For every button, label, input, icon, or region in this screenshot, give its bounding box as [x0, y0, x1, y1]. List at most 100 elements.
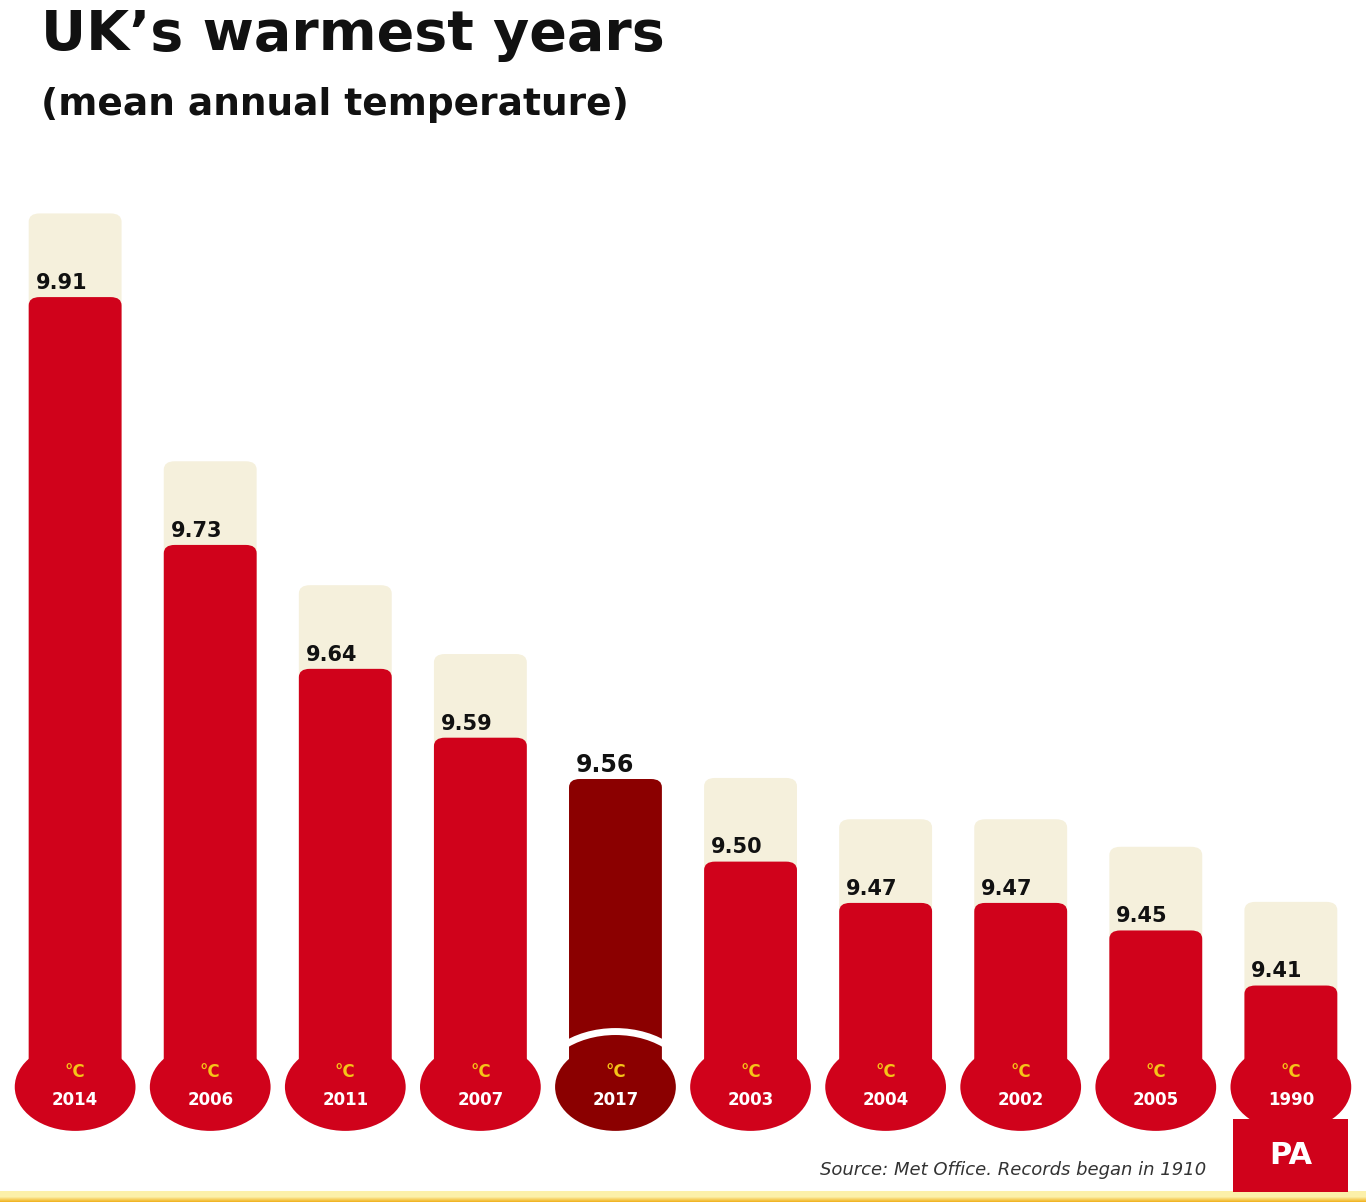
Bar [0, 1195, 1366, 1201]
Bar [0, 1192, 1366, 1198]
Bar [0, 1190, 1366, 1197]
Text: 9.56: 9.56 [576, 752, 634, 776]
Bar [0, 1191, 1366, 1197]
Bar [0, 1192, 1366, 1198]
Bar [0, 1192, 1366, 1198]
Bar [0, 1191, 1366, 1198]
FancyBboxPatch shape [570, 695, 663, 1106]
Bar [0, 1194, 1366, 1200]
Bar [0, 1192, 1366, 1198]
Bar [0, 1196, 1366, 1202]
Bar [0, 1195, 1366, 1201]
Text: 9.41: 9.41 [1251, 962, 1303, 981]
Bar [0, 1191, 1366, 1197]
Bar [0, 1194, 1366, 1200]
Bar [0, 1194, 1366, 1201]
Bar [0, 1194, 1366, 1200]
Text: 1990: 1990 [1268, 1091, 1314, 1109]
Bar [0, 1191, 1366, 1197]
Bar [0, 1192, 1366, 1198]
Bar [0, 1195, 1366, 1201]
Bar [0, 1191, 1366, 1197]
Bar [0, 1191, 1366, 1198]
Bar [0, 1194, 1366, 1200]
Bar [0, 1191, 1366, 1197]
Bar [0, 1191, 1366, 1197]
Bar [0, 1191, 1366, 1197]
Bar [0, 1195, 1366, 1201]
FancyBboxPatch shape [299, 585, 392, 1106]
Text: Source: Met Office. Records began in 1910: Source: Met Office. Records began in 191… [820, 1161, 1206, 1179]
Bar [0, 1194, 1366, 1201]
Bar [0, 1195, 1366, 1201]
Bar [0, 1192, 1366, 1200]
Bar [0, 1194, 1366, 1200]
Bar [0, 1194, 1366, 1200]
Text: 9.73: 9.73 [171, 520, 223, 541]
Text: °C: °C [199, 1063, 220, 1081]
Bar [0, 1191, 1366, 1197]
Bar [0, 1194, 1366, 1200]
Bar [0, 1191, 1366, 1197]
FancyBboxPatch shape [434, 738, 527, 1106]
Bar [0, 1195, 1366, 1202]
Ellipse shape [150, 1043, 270, 1131]
Bar [0, 1190, 1366, 1197]
Bar [0, 1195, 1366, 1201]
Bar [0, 1192, 1366, 1198]
Bar [0, 1195, 1366, 1201]
Text: 9.50: 9.50 [710, 838, 762, 857]
Bar [0, 1192, 1366, 1200]
Bar [0, 1195, 1366, 1201]
FancyBboxPatch shape [839, 820, 932, 1106]
Bar [0, 1191, 1366, 1197]
Text: 2006: 2006 [187, 1091, 234, 1109]
Bar [0, 1194, 1366, 1200]
FancyBboxPatch shape [974, 820, 1067, 1106]
Bar [0, 1196, 1366, 1202]
Bar [0, 1191, 1366, 1198]
Bar [0, 1191, 1366, 1197]
FancyBboxPatch shape [164, 545, 257, 1106]
Bar [0, 1195, 1366, 1202]
Bar [0, 1191, 1366, 1197]
Bar [0, 1194, 1366, 1200]
Bar [0, 1195, 1366, 1202]
Text: 2017: 2017 [593, 1091, 638, 1109]
Bar [0, 1191, 1366, 1197]
Bar [0, 1195, 1366, 1201]
Bar [0, 1192, 1366, 1200]
FancyBboxPatch shape [1244, 986, 1337, 1106]
Bar [0, 1194, 1366, 1201]
Bar [0, 1192, 1366, 1198]
Bar [0, 1196, 1366, 1202]
FancyBboxPatch shape [1244, 902, 1337, 1106]
Bar [0, 1191, 1366, 1197]
Bar [0, 1191, 1366, 1198]
Bar [0, 1191, 1366, 1197]
Text: °C: °C [740, 1063, 761, 1081]
Bar [0, 1194, 1366, 1200]
Bar [0, 1196, 1366, 1202]
FancyBboxPatch shape [299, 668, 392, 1106]
Text: 9.45: 9.45 [1116, 906, 1168, 927]
FancyBboxPatch shape [703, 778, 796, 1106]
Text: °C: °C [64, 1063, 86, 1081]
Bar [0, 1196, 1366, 1202]
Bar [0, 1192, 1366, 1198]
Text: 2002: 2002 [997, 1091, 1044, 1109]
Bar [0, 1191, 1366, 1198]
Bar [0, 1192, 1366, 1198]
Bar [0, 1191, 1366, 1197]
Bar [0, 1195, 1366, 1201]
FancyBboxPatch shape [1109, 846, 1202, 1106]
Bar [0, 1196, 1366, 1202]
FancyBboxPatch shape [434, 654, 527, 1106]
Bar [0, 1195, 1366, 1201]
Bar [0, 1194, 1366, 1201]
Bar [0, 1194, 1366, 1200]
Bar [0, 1192, 1366, 1198]
Bar [0, 1192, 1366, 1198]
Ellipse shape [960, 1043, 1081, 1131]
Bar [0, 1191, 1366, 1197]
